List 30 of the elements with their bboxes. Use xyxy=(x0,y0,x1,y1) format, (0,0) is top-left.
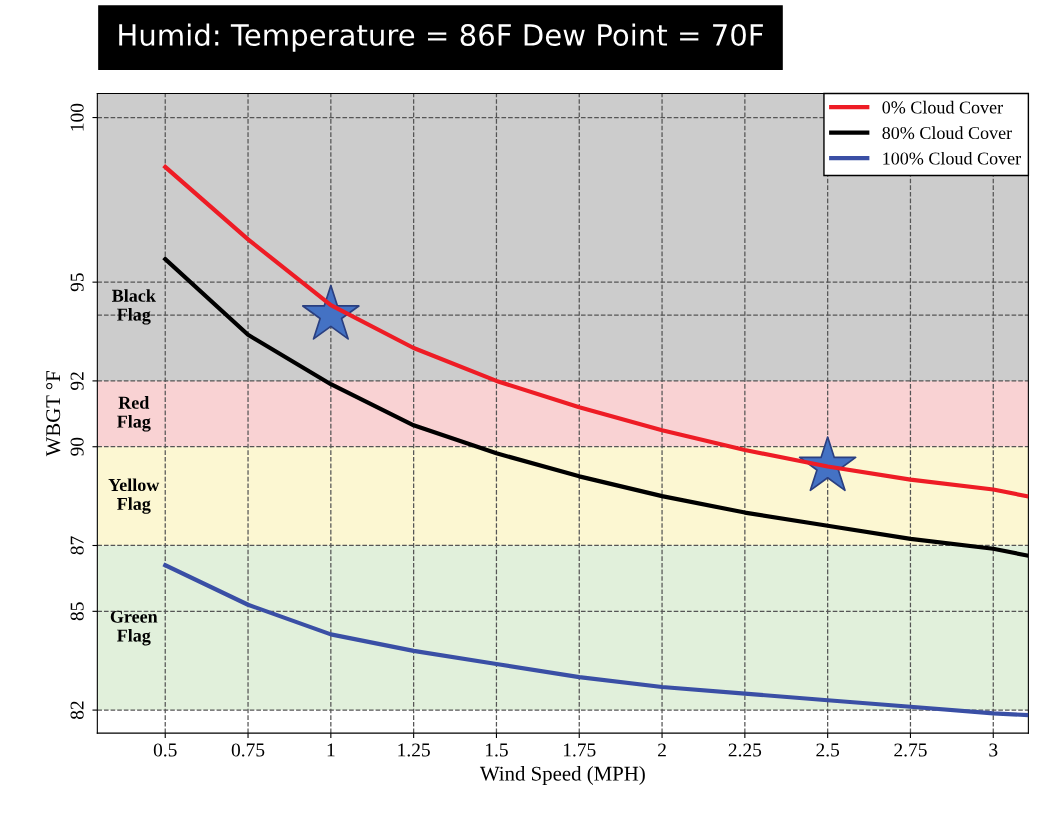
x-tick-label: 2.5 xyxy=(816,743,840,757)
y-tick-label: 100 xyxy=(70,103,84,131)
y-tick-label: 87 xyxy=(70,536,84,555)
x-axis-title: Wind Speed (MPH) xyxy=(479,766,645,785)
x-tick-label: 2.25 xyxy=(728,743,762,757)
x-tick-label: 1.5 xyxy=(486,743,508,757)
band-label: Black Flag xyxy=(112,289,156,325)
legend-label: 100% Cloud Cover xyxy=(883,151,1021,165)
y-tick-label: 82 xyxy=(70,701,84,720)
x-tick-label: 3 xyxy=(989,743,998,757)
band-label: Red Flag xyxy=(117,396,151,432)
y-tick-label: 95 xyxy=(70,273,84,292)
x-tick-label: 1.25 xyxy=(398,743,430,757)
y-tick-label: 92 xyxy=(70,372,84,390)
legend-label: 80% Cloud Cover xyxy=(882,126,1012,140)
x-tick-label: 2.75 xyxy=(894,743,927,757)
x-tick-label: 0.5 xyxy=(153,743,177,757)
x-tick-label: 1.75 xyxy=(563,743,596,757)
y-axis-title: WBGT °F xyxy=(46,371,61,457)
x-tick-label: 0.75 xyxy=(231,743,265,757)
chart-title: Humid: Temperature = 86F Dew Point = 70F xyxy=(119,23,763,52)
legend-label: 0% Cloud Cover xyxy=(882,100,1003,114)
line-series xyxy=(163,563,1029,718)
y-tick-label: 90 xyxy=(70,437,84,456)
band-label: Green Flag xyxy=(110,610,158,646)
band-label: Yellow Flag xyxy=(108,478,160,514)
x-tick-label: 2 xyxy=(658,743,666,757)
x-tick-label: 1 xyxy=(327,743,335,757)
y-tick-label: 85 xyxy=(70,602,84,621)
line-series xyxy=(163,164,1029,499)
